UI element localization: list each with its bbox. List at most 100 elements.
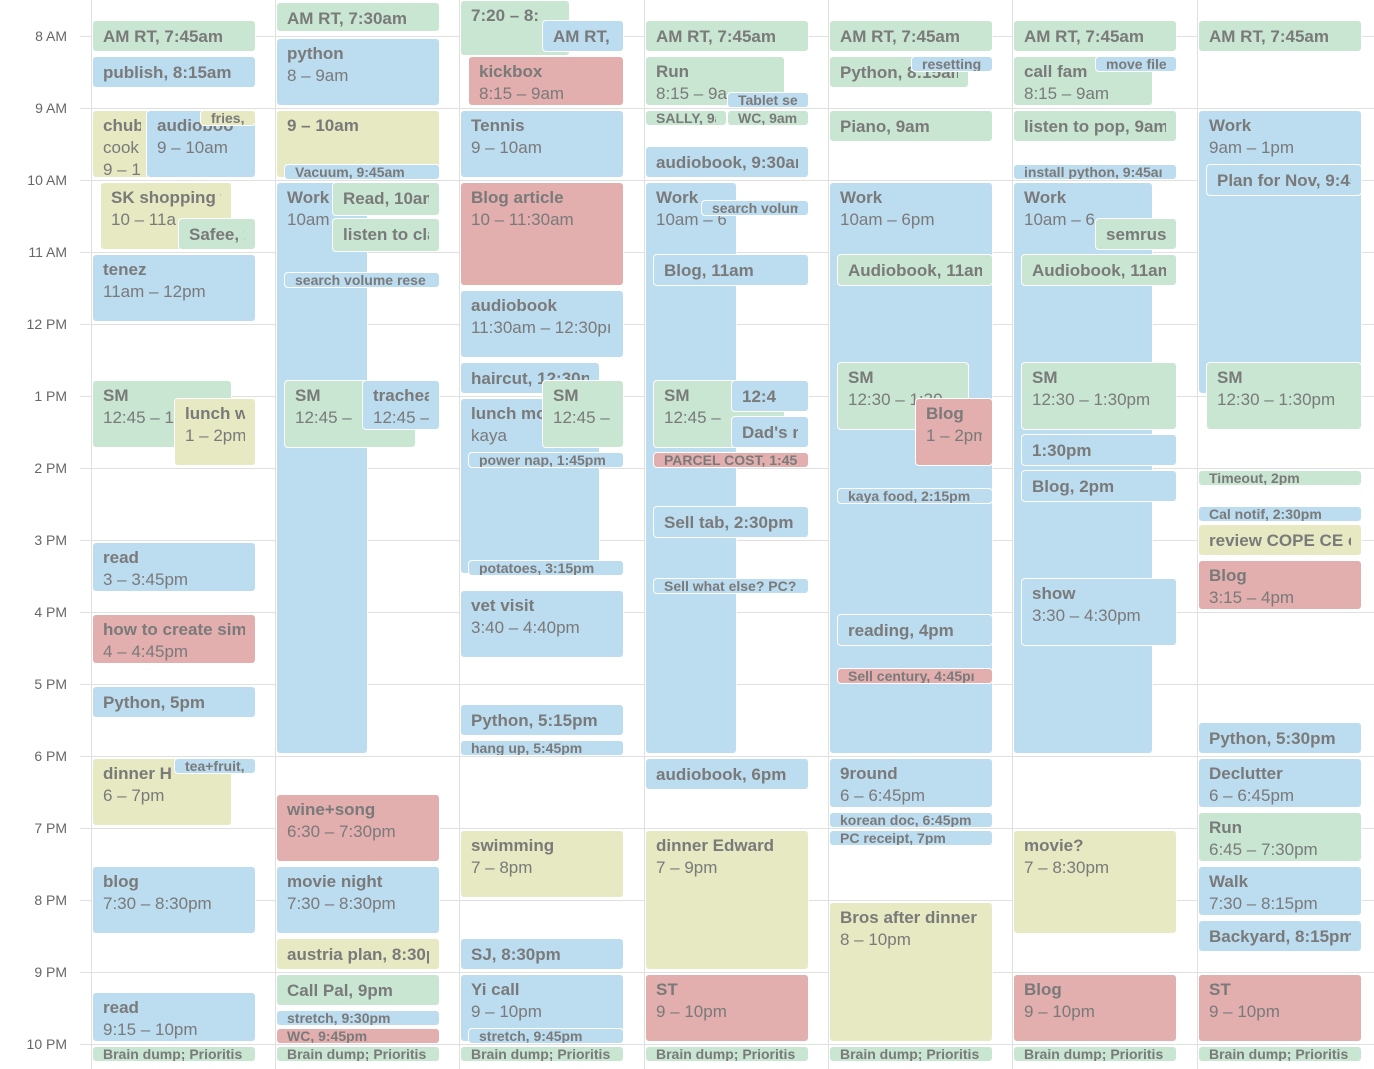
calendar-event[interactable]: show 3:30 – 4:30pm xyxy=(1021,578,1177,646)
calendar-event[interactable]: Brain dump; Prioritis xyxy=(829,1046,993,1062)
calendar-event[interactable]: audiobook 11:30am – 12:30pı xyxy=(460,290,624,358)
calendar-event[interactable]: 12:4 xyxy=(731,380,809,412)
calendar-event[interactable]: tracheal 12:45 – xyxy=(362,380,440,430)
calendar-event[interactable]: austria plan, 8:30pı xyxy=(276,938,440,970)
calendar-event[interactable]: Blog article 10 – 11:30am xyxy=(460,182,624,286)
calendar-event[interactable]: swimming 7 – 8pm xyxy=(460,830,624,898)
calendar-event[interactable]: korean doc, 6:45pm xyxy=(829,812,993,828)
calendar-event[interactable]: SM 12:45 – 1 xyxy=(542,380,624,448)
calendar-event[interactable]: Brain dump; Prioritis xyxy=(1013,1046,1177,1062)
calendar-event[interactable]: listen to pop, 9am xyxy=(1013,110,1177,142)
calendar-event[interactable]: tea+fruit, xyxy=(174,758,256,774)
calendar-event[interactable]: Brain dump; Prioritis xyxy=(276,1046,440,1062)
calendar-event[interactable]: review COPE CE co xyxy=(1198,524,1362,556)
calendar-event[interactable]: Run 8:15 – 9a xyxy=(645,56,785,106)
calendar-event[interactable]: Dad's m xyxy=(731,416,809,448)
calendar-event[interactable]: SJ, 8:30pm xyxy=(460,938,624,970)
calendar-event[interactable]: SM 12:30 – 1:30pm xyxy=(1206,362,1362,430)
calendar-event[interactable]: Cal notif, 2:30pm xyxy=(1198,506,1362,522)
calendar-event[interactable]: vet visit 3:40 – 4:40pm xyxy=(460,590,624,658)
calendar-event[interactable]: Brain dump; Prioritis xyxy=(92,1046,256,1062)
calendar-event[interactable]: SM 12:30 – 1:30pm xyxy=(1021,362,1177,430)
calendar-event[interactable]: Work 10am xyxy=(276,182,368,754)
calendar-event[interactable]: movie night 7:30 – 8:30pm xyxy=(276,866,440,934)
calendar-event[interactable]: chub cook 9 – 1 xyxy=(92,110,152,178)
calendar-event[interactable]: Run 6:45 – 7:30pm xyxy=(1198,812,1362,862)
calendar-event[interactable]: ST 9 – 10pm xyxy=(1198,974,1362,1042)
calendar-event[interactable]: wine+song 6:30 – 7:30pm xyxy=(276,794,440,862)
calendar-event[interactable]: Audiobook, 11am xyxy=(1021,254,1177,286)
calendar-event[interactable]: blog 7:30 – 8:30pm xyxy=(92,866,256,934)
calendar-event[interactable]: Blog, 2pm xyxy=(1021,470,1177,502)
calendar-event[interactable]: WC, 9:45pm xyxy=(276,1028,440,1044)
calendar-event[interactable]: how to create simp 4 – 4:45pm xyxy=(92,614,256,664)
calendar-event[interactable]: AM RT, 7:45am xyxy=(829,20,993,52)
calendar-event[interactable]: Declutter 6 – 6:45pm xyxy=(1198,758,1362,808)
calendar-event[interactable]: Blog, 11am xyxy=(653,254,809,286)
calendar-event[interactable]: PC receipt, 7pm xyxy=(829,830,993,846)
calendar-event[interactable]: Sell century, 4:45pı xyxy=(837,668,993,684)
calendar-event[interactable]: Brain dump; Prioritis xyxy=(460,1046,624,1062)
calendar-event[interactable]: fries, xyxy=(200,110,256,126)
calendar-event[interactable]: move file xyxy=(1095,56,1177,72)
calendar-event[interactable]: Brain dump; Prioritis xyxy=(1198,1046,1362,1062)
calendar-event[interactable]: Timeout, 2pm xyxy=(1198,470,1362,486)
calendar-event[interactable]: dinner Edward 7 – 9pm xyxy=(645,830,809,970)
calendar-event[interactable]: search volume rese xyxy=(284,272,440,288)
calendar-event[interactable]: Python, 5pm xyxy=(92,686,256,718)
calendar-event[interactable]: Tablet sel xyxy=(727,92,809,108)
calendar-event[interactable]: kickbox 8:15 – 9am xyxy=(468,56,624,106)
calendar-event[interactable]: Python, 5:15pm xyxy=(460,704,624,736)
calendar-event[interactable]: install python, 9:45aı xyxy=(1013,164,1177,180)
calendar-event[interactable]: lunch wit 1 – 2pm xyxy=(174,398,256,466)
calendar-event[interactable]: call fam 8:15 – 9am xyxy=(1013,56,1153,106)
calendar-event[interactable]: audiobook, 6pm xyxy=(645,758,809,790)
calendar-event[interactable]: Bros after dinner 8 – 10pm xyxy=(829,902,993,1042)
calendar-event[interactable]: tenez 11am – 12pm xyxy=(92,254,256,322)
calendar-event[interactable]: Plan for Nov, 9:45 xyxy=(1206,164,1362,196)
calendar-event[interactable]: AM RT, 7:45am xyxy=(1013,20,1177,52)
calendar-event[interactable]: PARCEL COST, 1:45 xyxy=(653,452,809,468)
calendar-event[interactable]: stretch, 9:45pm xyxy=(468,1028,624,1044)
calendar-event[interactable]: publish, 8:15am xyxy=(92,56,256,88)
calendar-event[interactable]: 1:30pm xyxy=(1021,434,1177,466)
calendar-event[interactable]: Audiobook, 11am xyxy=(837,254,993,286)
calendar-event[interactable]: AM RT, 7:45am xyxy=(1198,20,1362,52)
calendar-event[interactable]: Blog 3:15 – 4pm xyxy=(1198,560,1362,610)
calendar-event[interactable]: search volum xyxy=(701,200,809,216)
calendar-event[interactable]: python 8 – 9am xyxy=(276,38,440,106)
calendar-event[interactable]: Read, 10am xyxy=(332,182,440,216)
calendar-event[interactable]: Call Pal, 9pm xyxy=(276,974,440,1006)
calendar-event[interactable]: Safee, 1 xyxy=(178,218,256,250)
calendar-event[interactable]: kaya food, 2:15pm xyxy=(837,488,993,504)
calendar-event[interactable]: Sell tab, 2:30pm xyxy=(653,506,809,538)
calendar-event[interactable]: Backyard, 8:15pm xyxy=(1198,920,1362,952)
calendar-event[interactable]: hang up, 5:45pm xyxy=(460,740,624,756)
calendar-event[interactable]: semrush xyxy=(1095,218,1177,250)
calendar-event[interactable]: movie? 7 – 8:30pm xyxy=(1013,830,1177,934)
calendar-event[interactable]: Blog 1 – 2pm xyxy=(915,398,993,466)
calendar-event[interactable]: Vacuum, 9:45am xyxy=(284,164,440,180)
calendar-event[interactable]: read 9:15 – 10pm xyxy=(92,992,256,1042)
calendar-event[interactable]: read 3 – 3:45pm xyxy=(92,542,256,592)
calendar-event[interactable]: Sell what else? PC? xyxy=(653,578,809,594)
calendar-event[interactable]: AM RT, 7 xyxy=(542,20,624,52)
calendar-event[interactable]: AM RT, 7:30am xyxy=(276,2,440,32)
calendar-event[interactable]: Brain dump; Prioritis xyxy=(645,1046,809,1062)
calendar-event[interactable]: Blog 9 – 10pm xyxy=(1013,974,1177,1042)
calendar-event[interactable]: AM RT, 7:45am xyxy=(92,20,256,52)
calendar-event[interactable]: Tennis 9 – 10am xyxy=(460,110,624,178)
calendar-event[interactable]: resetting xyxy=(911,56,993,72)
calendar-event[interactable]: WC, 9am xyxy=(727,110,809,126)
calendar-event[interactable]: Python, 5:30pm xyxy=(1198,722,1362,754)
calendar-event[interactable]: potatoes, 3:15pm xyxy=(468,560,624,576)
calendar-event[interactable]: Work 9am – 1pm xyxy=(1198,110,1362,394)
calendar-event[interactable]: stretch, 9:30pm xyxy=(276,1010,440,1026)
calendar-event[interactable]: Walk 7:30 – 8:15pm xyxy=(1198,866,1362,916)
calendar-event[interactable]: SALLY, 9a xyxy=(645,110,727,126)
calendar-event[interactable]: SK shopping w 10 – 11a xyxy=(100,182,232,250)
calendar-event[interactable]: listen to clas xyxy=(332,218,440,252)
calendar-event[interactable]: Piano, 9am xyxy=(829,110,993,142)
calendar-event[interactable]: AM RT, 7:45am xyxy=(645,20,809,52)
calendar-event[interactable]: ST 9 – 10pm xyxy=(645,974,809,1042)
